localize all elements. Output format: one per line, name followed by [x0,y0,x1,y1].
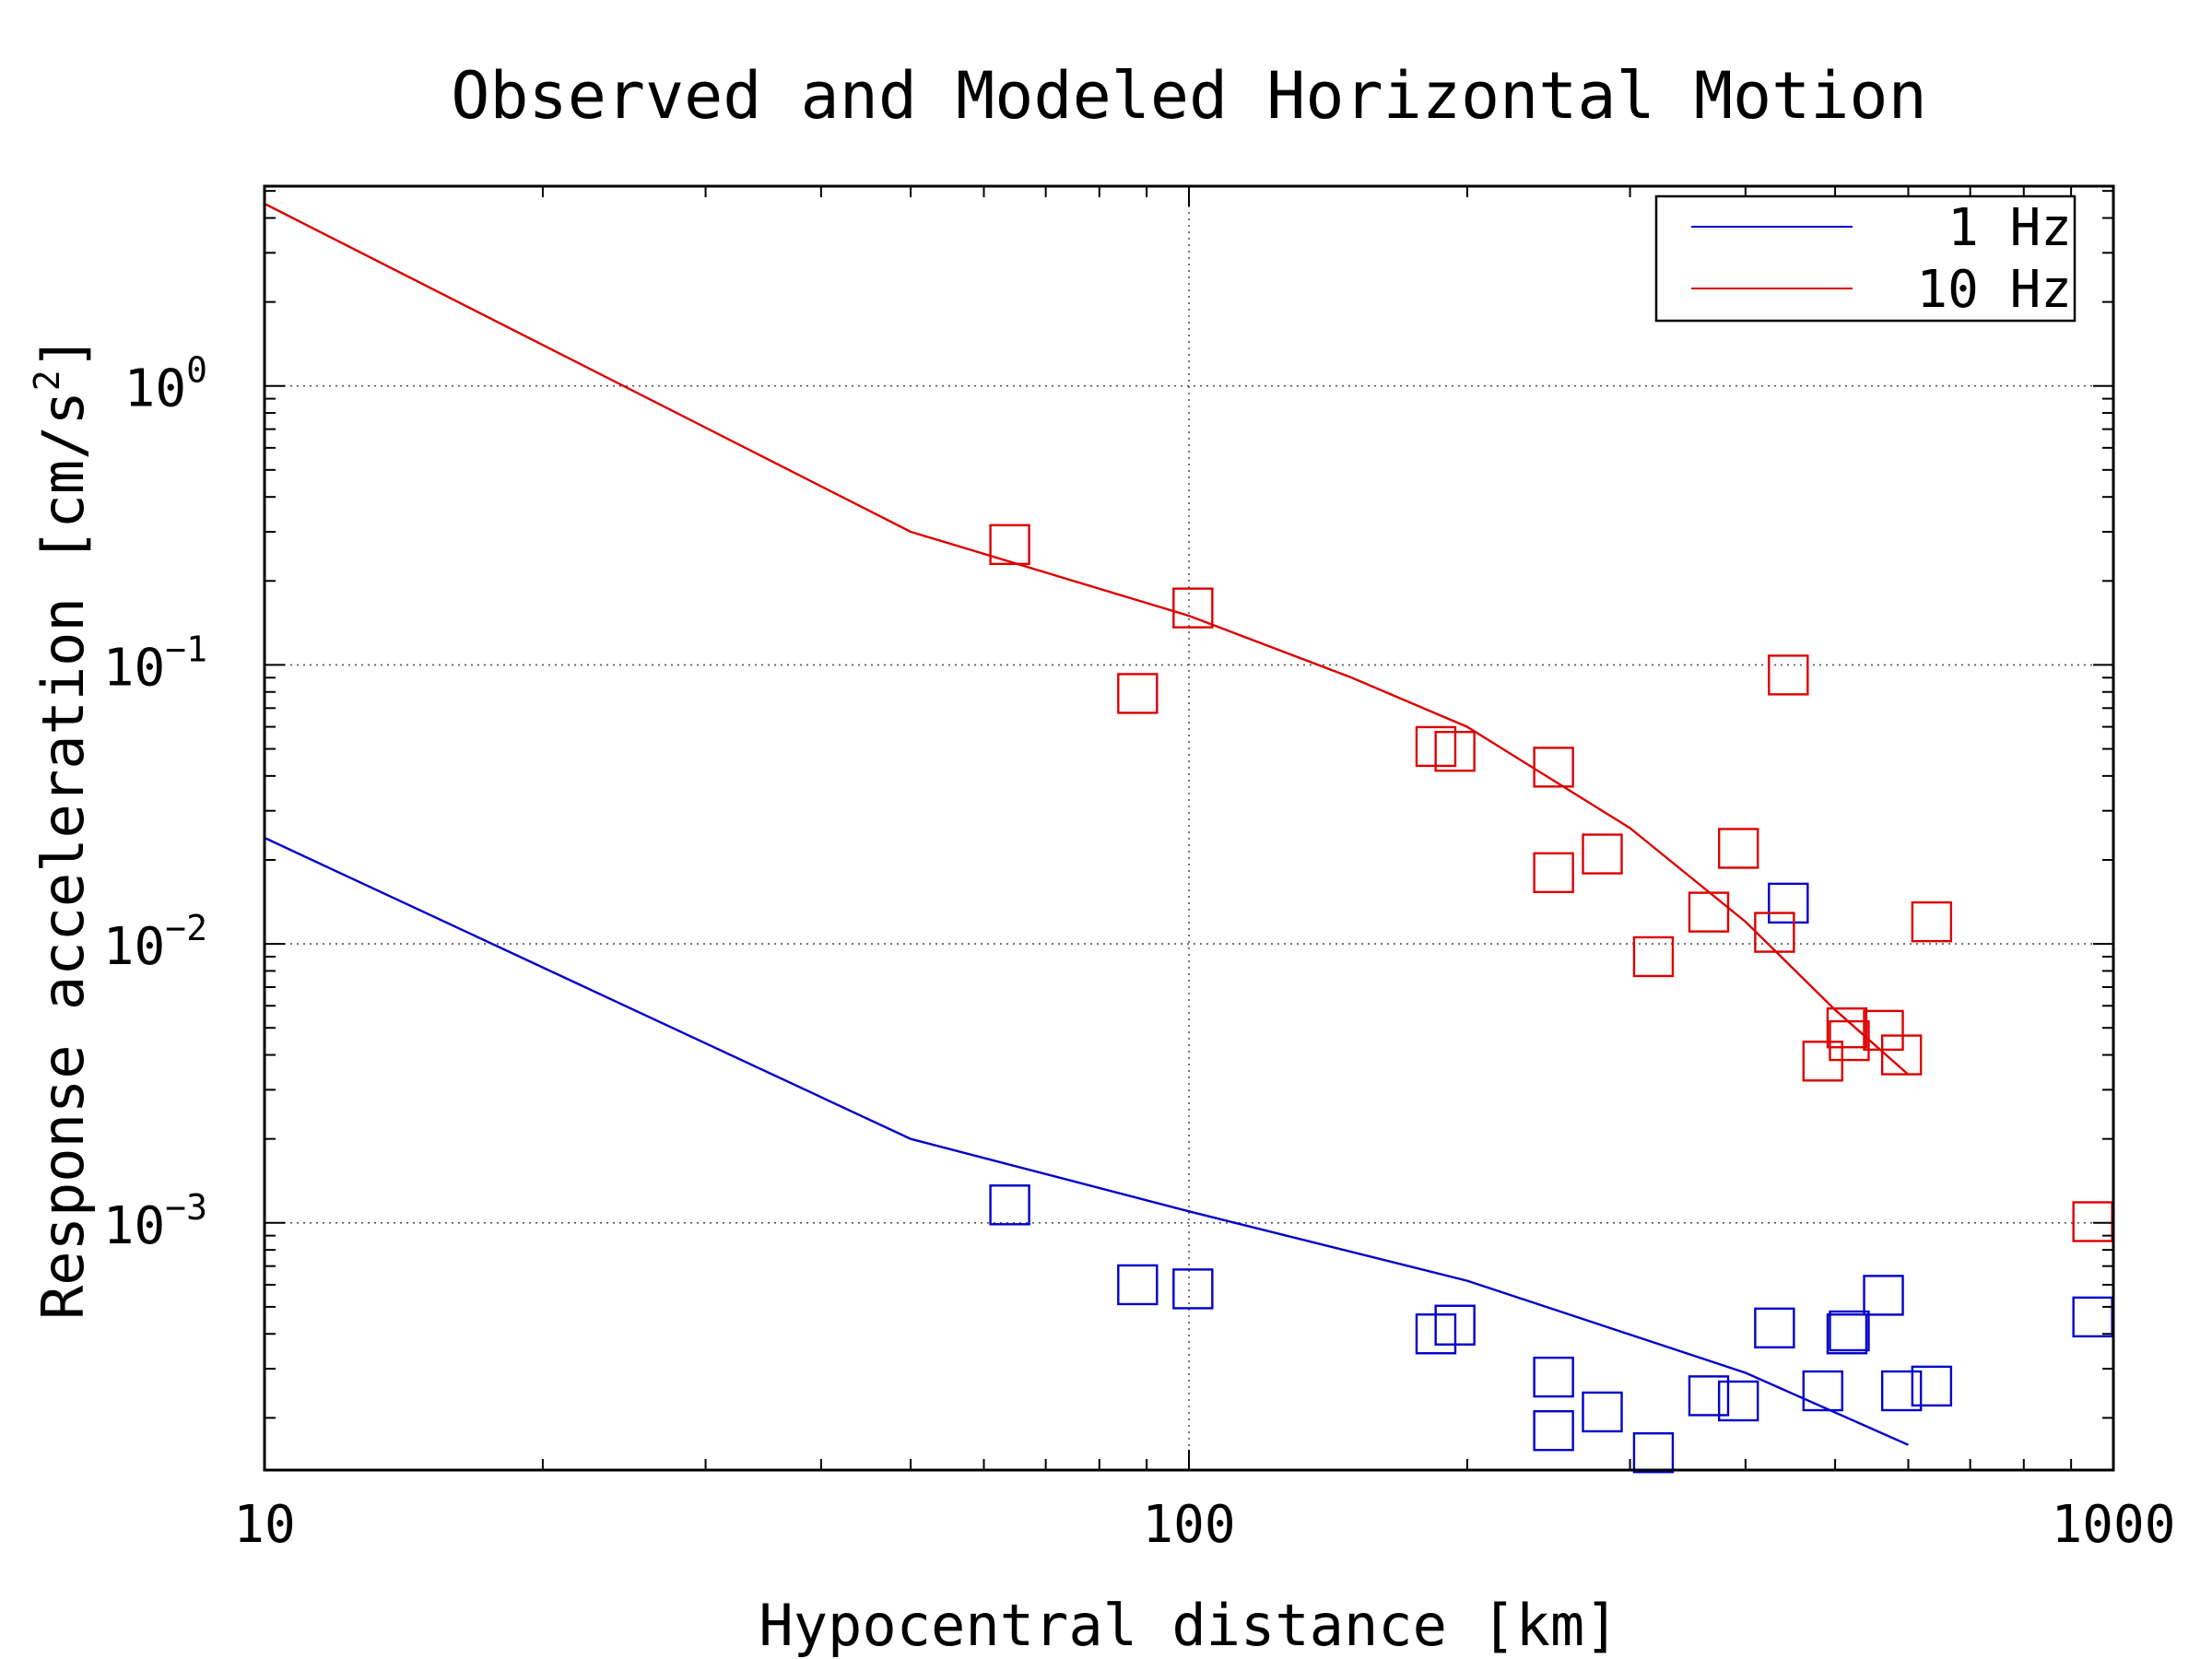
legend: 1 Hz 10 Hz [1654,194,2077,323]
observed-point-1hz [1632,1431,1675,1474]
observed-point-1hz [1802,1370,1843,1412]
legend-label-1hz: 1 Hz [1947,198,2072,258]
series-layer [264,202,2113,1474]
y-tick-label-base: 10 [103,917,165,977]
observed-point-10hz [989,524,1030,566]
observed-point-10hz [1533,747,1574,788]
observed-point-1hz [1688,1375,1730,1417]
observed-point-1hz [1754,1307,1795,1349]
observed-point-10hz [1688,891,1730,933]
y-tick-label: 10−2 [103,908,207,977]
observed-point-10hz [1717,828,1759,869]
y-axis-label: Response acceleration [cm/s2] [27,335,97,1320]
series-10hz [264,202,2113,1242]
y-tick-label: 100 [124,350,207,419]
y-tick-label-exponent: −2 [165,908,207,948]
observed-point-1hz [1863,1275,1904,1316]
y-tick-label-exponent: −1 [165,629,207,669]
observed-point-1hz [1880,1370,1923,1412]
observed-point-10hz [1802,1041,1843,1082]
legend-box [1654,194,2077,323]
observed-point-1hz [1117,1264,1159,1306]
observed-point-10hz [1754,912,1795,953]
y-tick-label-base: 10 [103,1196,165,1256]
x-tick-label: 100 [1142,1495,1235,1555]
model-line-1hz [264,836,1909,1446]
observed-point-1hz [1717,1380,1759,1422]
x-tick-label: 10 [233,1495,295,1555]
chart-title: Observed and Modeled Horizontal Motion [451,58,1926,134]
y-tick-label-exponent: 0 [186,350,207,391]
observed-point-1hz [1768,882,1809,924]
observed-point-1hz [1434,1304,1476,1346]
plot-frame [263,184,2115,1472]
observed-point-1hz [1911,1365,1953,1407]
grid [265,186,2113,1470]
observed-point-10hz [1911,900,1953,943]
observed-point-1hz [1826,1313,1868,1355]
observed-point-10hz [1434,730,1476,772]
observed-point-1hz [2072,1296,2113,1338]
model-line-10hz [264,202,1910,1076]
observed-point-1hz [1172,1268,1214,1310]
y-tick-label: 10−3 [103,1187,207,1256]
x-axis-label: Hypocentral distance [km] [759,1592,1618,1659]
y-axis-label-text: Response acceleration [cm/s [29,391,97,1320]
legend-label-10hz: 10 Hz [1916,260,2072,320]
y-axis-label-superscript: 2 [27,370,67,391]
observed-point-1hz [1533,1356,1574,1398]
observed-point-10hz [1533,852,1574,894]
observed-point-10hz [1880,1034,1923,1076]
y-tick-label-base: 10 [124,359,186,419]
observed-point-10hz [1117,673,1159,714]
x-tick-label: 1000 [2052,1495,2176,1555]
observed-point-10hz [1863,1009,1904,1052]
observed-point-10hz [1829,1019,1870,1062]
observed-point-1hz [989,1184,1030,1226]
observed-point-10hz [1826,1007,1868,1049]
observed-point-1hz [1829,1310,1870,1352]
y-axis-label-suffix: ] [29,335,97,370]
y-tick-label-base: 10 [103,638,165,698]
observed-point-1hz [1533,1410,1574,1452]
y-tick-label-exponent: −3 [165,1187,207,1228]
observed-point-10hz [1582,833,1623,875]
observed-point-10hz [1632,935,1675,978]
observed-point-10hz [1768,654,1809,696]
observed-point-10hz [1172,587,1214,629]
observed-point-1hz [1582,1391,1623,1433]
y-tick-label: 10−1 [103,629,207,698]
series-1hz [264,836,2113,1474]
